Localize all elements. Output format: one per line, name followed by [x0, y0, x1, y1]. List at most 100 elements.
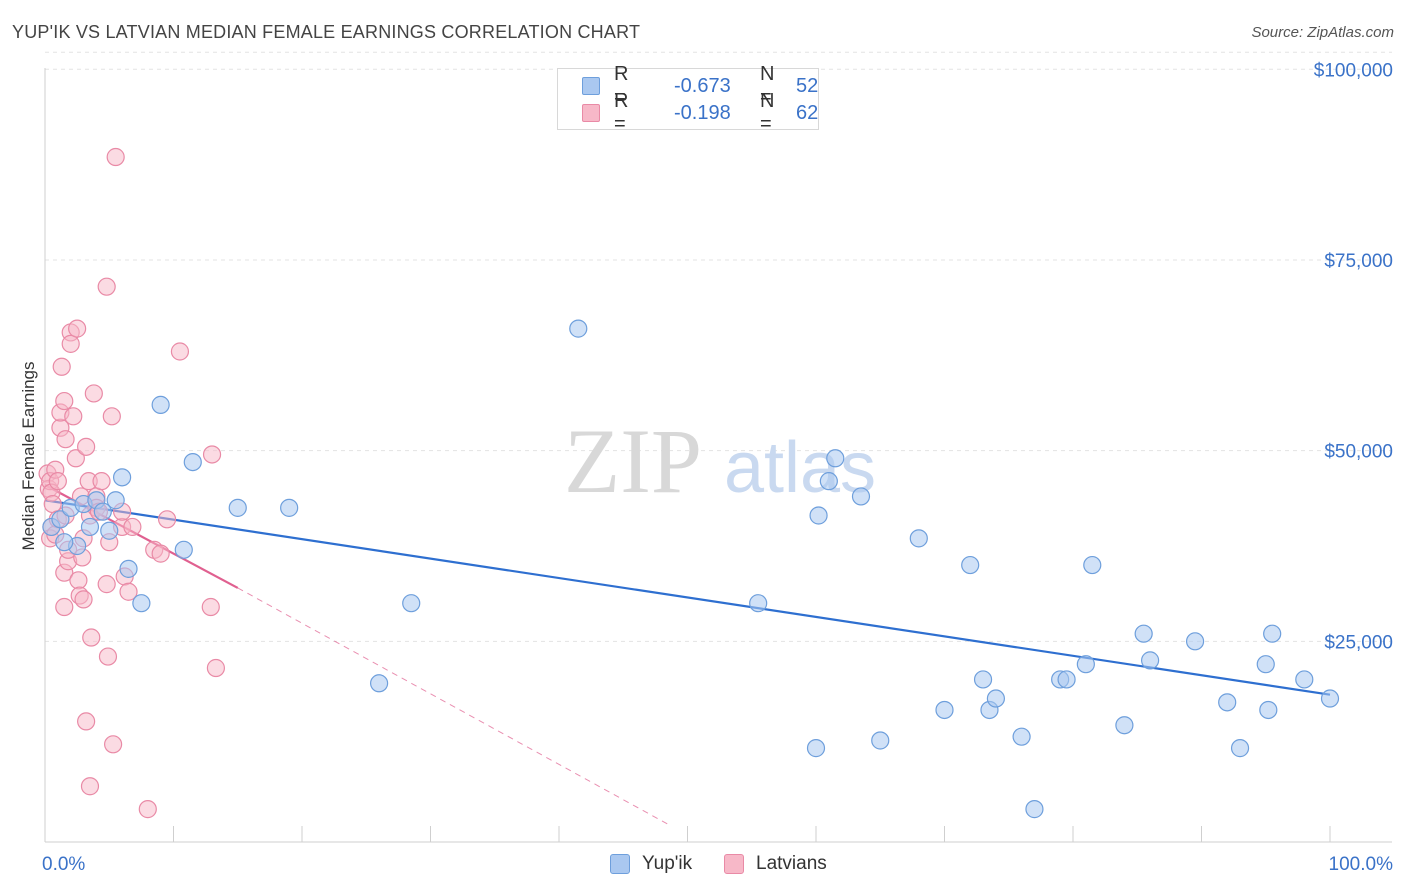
x-tick-labels: 0.0% 100.0% — [42, 854, 1393, 875]
yupik-point — [51, 510, 70, 529]
yupik-point — [1115, 716, 1134, 735]
yupik-point — [119, 559, 138, 578]
yupik-point — [1259, 700, 1278, 720]
stats-legend: R = -0.673 N = 52 R = -0.198 N = 62 — [557, 63, 819, 135]
latvians-point — [55, 597, 74, 617]
yupik-point — [1076, 655, 1095, 674]
yupik-point — [100, 521, 119, 540]
yupik-point — [106, 491, 125, 510]
yupik-point — [1083, 555, 1102, 575]
yupik-points — [42, 319, 1340, 819]
legend-r-value-yupik: -0.673 — [674, 74, 731, 97]
yupik-point — [1025, 800, 1044, 819]
watermark-atlas: atlas — [724, 428, 876, 508]
latvians-point — [68, 319, 87, 338]
yupik-point — [1185, 632, 1205, 651]
latvians-point — [157, 510, 177, 529]
yupik-point — [1295, 670, 1314, 689]
latvians-point — [138, 800, 157, 819]
latvians-point — [56, 430, 75, 449]
latvians-trend-extension — [237, 587, 669, 825]
legend-r-label: R = — [614, 63, 629, 108]
yupik-point — [1320, 689, 1340, 708]
yupik-point — [871, 731, 890, 750]
legend-r-value-latvians: -0.198 — [674, 101, 731, 124]
latvians-point — [106, 147, 125, 167]
latvians-point — [74, 590, 93, 609]
yupik-point — [809, 506, 828, 525]
latvians-point — [102, 407, 121, 426]
yupik-point — [851, 487, 871, 506]
yupik-point — [909, 529, 928, 548]
latvians-point — [123, 517, 142, 537]
latvians-point — [104, 735, 123, 754]
yupik-point — [1057, 670, 1076, 689]
bottom-legend-swatch-latvians — [724, 854, 744, 874]
legend-n-label: N = — [760, 90, 775, 135]
yupik-point — [1134, 624, 1153, 643]
watermark-zip: ZIP — [564, 410, 702, 512]
latvians-point — [201, 597, 220, 617]
chart-title: YUP'IK VS LATVIAN MEDIAN FEMALE EARNINGS… — [12, 22, 641, 42]
yupik-point — [1263, 624, 1282, 643]
x-tick-label-min: 0.0% — [42, 854, 85, 875]
x-tick-label-max: 100.0% — [1329, 854, 1394, 875]
bottom-legend-swatch-yupik — [610, 854, 630, 874]
yupik-point — [402, 594, 421, 613]
y-tick-label: $25,000 — [1324, 632, 1393, 653]
yupik-point — [370, 674, 389, 693]
yupik-point — [280, 498, 299, 517]
latvians-point — [82, 628, 101, 647]
latvians-point — [61, 334, 80, 353]
yupik-point — [819, 472, 838, 491]
latvians-point — [206, 658, 226, 678]
latvians-point — [92, 472, 111, 491]
latvians-point — [170, 342, 190, 361]
latvians-point — [69, 571, 88, 590]
yupik-point — [80, 517, 100, 537]
yupik-point — [93, 502, 112, 521]
yupik-point — [973, 670, 993, 689]
yupik-point — [1230, 739, 1250, 758]
yupik-point — [986, 689, 1006, 708]
y-tick-labels: $25,000 $50,000 $75,000 $100,000 — [1314, 60, 1393, 653]
latvians-trend — [44, 484, 669, 825]
yupik-point — [749, 594, 768, 613]
yupik-point — [1218, 693, 1237, 712]
y-tick-label: $100,000 — [1314, 60, 1393, 81]
legend-swatch-yupik — [582, 77, 600, 95]
latvians-point — [52, 357, 71, 376]
latvians-point — [48, 472, 67, 491]
yupik-point — [1256, 655, 1275, 674]
watermark: ZIP atlas — [564, 410, 876, 512]
yupik-point — [806, 739, 826, 758]
latvians-point — [84, 384, 103, 403]
legend-n-value-yupik: 52 — [796, 74, 819, 97]
yupik-point — [935, 700, 954, 720]
yupik-trend-line — [44, 499, 1331, 696]
latvians-point — [77, 712, 96, 731]
yupik-point — [112, 468, 132, 487]
yupik-point — [1140, 651, 1160, 670]
y-tick-label: $75,000 — [1324, 251, 1393, 272]
latvians-point — [119, 582, 138, 601]
yupik-point — [55, 533, 74, 552]
legend-swatch-latvians — [582, 104, 600, 122]
legend-r-label: R = — [614, 90, 629, 135]
yupik-point — [174, 540, 193, 559]
latvians-point — [151, 544, 170, 563]
latvians-point — [66, 449, 85, 468]
yupik-point — [183, 452, 202, 472]
yupik-trend — [44, 499, 1331, 696]
chart-source: Source: ZipAtlas.com — [1251, 24, 1394, 41]
legend-n-value-latvians: 62 — [796, 101, 819, 124]
yupik-point — [1012, 727, 1031, 746]
latvians-points — [38, 147, 226, 819]
yupik-point — [569, 319, 588, 338]
grid-lines — [45, 51, 1392, 642]
bottom-legend-label-latvians: Latvians — [756, 853, 827, 874]
latvians-point — [97, 277, 116, 296]
yupik-point — [961, 555, 980, 575]
latvians-point — [202, 445, 222, 464]
